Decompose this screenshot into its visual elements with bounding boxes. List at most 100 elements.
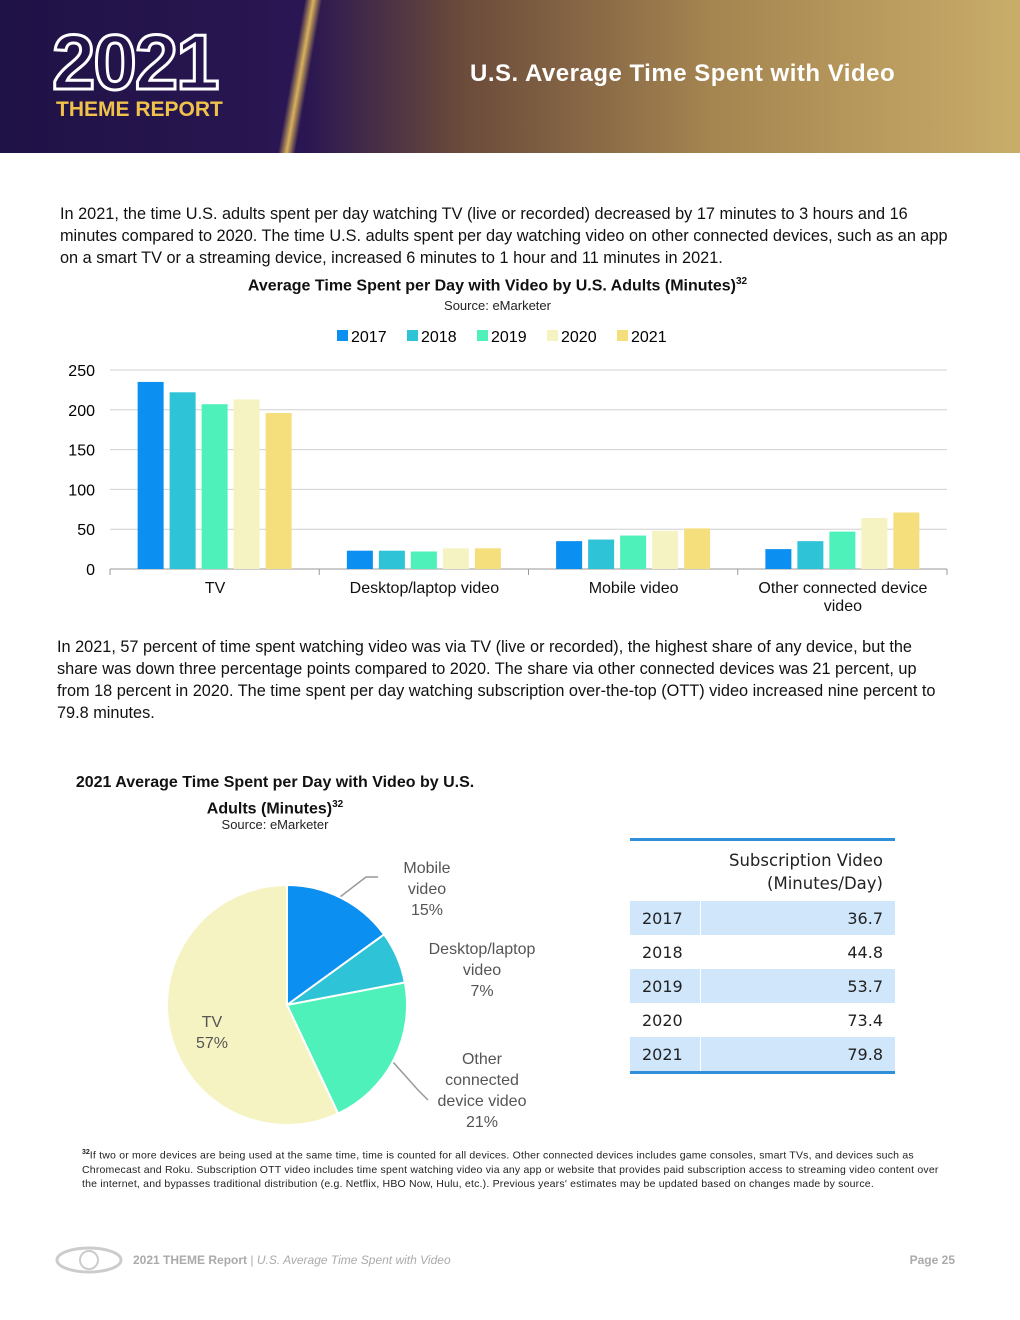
legend-label: 2017 xyxy=(351,329,387,346)
y-tick-label: 50 xyxy=(77,522,95,539)
x-tick-label: Desktop/laptop video xyxy=(349,580,500,597)
bar xyxy=(265,412,292,569)
footer-report: 2021 THEME Report xyxy=(133,1253,248,1267)
pie-slice xyxy=(166,883,340,1126)
table-cell: 2017 xyxy=(642,908,683,928)
footer-logo xyxy=(55,1246,123,1274)
legend-label: 2019 xyxy=(491,329,527,346)
bar xyxy=(861,518,888,569)
bar-chart-title: Average Time Spent per Day with Video by… xyxy=(150,276,845,295)
slice-name: TV xyxy=(201,1014,223,1031)
header-banner: 2021 THEME REPORT U.S. Average Time Spen… xyxy=(0,0,1020,153)
bar xyxy=(233,399,260,569)
table-cell: 53.7 xyxy=(699,969,895,1003)
bar-chart: 2017 2018 2019 2020 2021 0 50 100 150 200 250 xyxy=(68,329,948,579)
leader-line xyxy=(339,876,378,898)
pie-chart xyxy=(166,876,429,1126)
slice-name: Mobile video xyxy=(403,860,451,898)
footnote-text: If two or more devices are being used at… xyxy=(82,1149,939,1190)
bar xyxy=(378,550,405,569)
table-row: 2019 53.7 xyxy=(630,969,895,1003)
pie-chart-title: 2021 Average Time Spent per Day with Vid… xyxy=(70,772,480,820)
bar xyxy=(556,541,583,569)
legend-swatch xyxy=(617,330,628,341)
bar xyxy=(474,548,501,569)
table-wrap: Subscription Video (Minutes/Day) 2017 36.7 2… xyxy=(630,838,895,1074)
slice-name: Other connected device video xyxy=(437,1051,527,1110)
footnote-mark: 32 xyxy=(82,1149,90,1156)
table-row: 2021 79.8 xyxy=(630,1037,895,1071)
bar-chart-source: Source: eMarketer xyxy=(444,298,551,313)
bar xyxy=(829,531,856,569)
table-row: 2017 36.7 xyxy=(630,901,895,935)
footer-page: Page 25 xyxy=(909,1253,955,1267)
y-tick-label: 250 xyxy=(68,363,95,380)
slice-value: 15% xyxy=(410,902,444,919)
title-note: 32 xyxy=(735,276,748,287)
title-note: 32 xyxy=(332,799,344,810)
footer-separator: | xyxy=(250,1253,254,1267)
bar xyxy=(797,541,824,569)
y-tick-label: 200 xyxy=(68,403,95,420)
pie-slice xyxy=(285,981,408,1115)
bar xyxy=(652,530,679,569)
table-row: 2020 73.4 xyxy=(630,1003,895,1037)
bar xyxy=(201,404,228,569)
y-tick-label: 150 xyxy=(68,443,95,460)
legend-swatch xyxy=(337,330,348,341)
x-tick-label: Other connected device video xyxy=(758,580,928,615)
table-cell: 79.8 xyxy=(699,1037,895,1071)
page-title: U.S. Average Time Spent with Video xyxy=(470,60,896,87)
logo-subtitle: THEME REPORT xyxy=(56,98,223,121)
slice-label: Desktop/laptop video 7% xyxy=(412,939,552,1002)
bar xyxy=(137,381,164,569)
leader-line xyxy=(392,1061,429,1101)
footer: 2021 THEME Report | U.S. Average Time Sp… xyxy=(55,1246,955,1274)
y-tick-label: 100 xyxy=(68,482,95,499)
table: Subscription Video (Minutes/Day) 2017 36.7 2… xyxy=(630,841,895,1071)
slice-name: Desktop/laptop video xyxy=(428,941,536,979)
table-cell: 2021 xyxy=(642,1044,683,1064)
bar xyxy=(684,528,711,569)
legend-swatch xyxy=(477,330,488,341)
table-cell: 44.8 xyxy=(699,935,895,969)
bar xyxy=(410,551,437,569)
slice-label: TV 57% xyxy=(182,1012,242,1054)
table-cell: 2020 xyxy=(642,1010,683,1030)
legend-swatch xyxy=(407,330,418,341)
legend-label: 2020 xyxy=(561,329,597,346)
paragraph: In 2021, 57 percent of time spent watchi… xyxy=(57,638,936,722)
bar xyxy=(169,392,196,569)
footnote: 32If two or more devices are being used … xyxy=(82,1146,942,1191)
header-line: Subscription Video xyxy=(729,851,883,870)
bar xyxy=(588,539,615,569)
table-header: Subscription Video (Minutes/Day) xyxy=(630,841,895,901)
paragraph: In 2021, the time U.S. adults spent per … xyxy=(60,205,948,267)
x-tick-label: Mobile video xyxy=(588,580,679,597)
bar xyxy=(893,512,920,569)
table-header-row: Subscription Video (Minutes/Day) xyxy=(630,841,895,901)
header-line: (Minutes/Day) xyxy=(767,874,883,893)
title-text: Average Time Spent per Day with Video by… xyxy=(247,277,736,295)
logo-year: 2021 xyxy=(51,18,222,106)
slice-value: 7% xyxy=(470,983,494,1000)
x-tick-label: TV xyxy=(204,580,226,597)
table-cell: 36.7 xyxy=(699,901,895,935)
legend-label: 2021 xyxy=(631,329,667,346)
legend-label: 2018 xyxy=(421,329,457,346)
table-cell: 73.4 xyxy=(699,1003,895,1037)
slice-label: Other connected device video 21% xyxy=(426,1049,538,1133)
legend-swatch xyxy=(547,330,558,341)
footer-section: U.S. Average Time Spent with Video xyxy=(256,1253,451,1267)
pie-slice xyxy=(286,883,386,1007)
bar xyxy=(346,550,373,569)
slice-label: Mobile video 15% xyxy=(387,858,467,921)
y-tick-label: 0 xyxy=(86,562,95,579)
bar xyxy=(620,535,647,569)
table-cell: 2018 xyxy=(642,942,683,962)
table-cell: 2019 xyxy=(642,976,683,996)
slice-value: 57% xyxy=(195,1035,229,1052)
bar xyxy=(442,548,469,569)
slice-value: 21% xyxy=(465,1114,499,1131)
